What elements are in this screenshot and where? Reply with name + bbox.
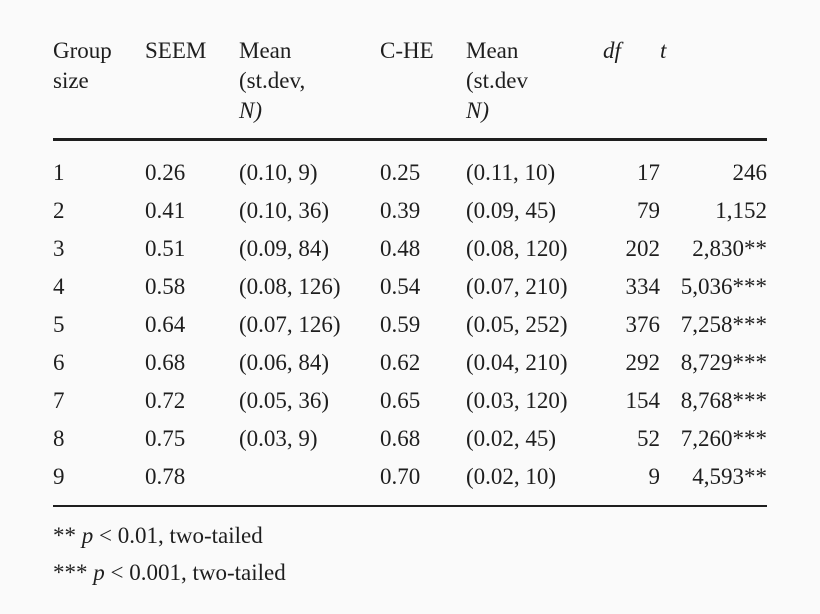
cell-che-mean: (0.08, 120) — [466, 236, 568, 261]
header-df: df — [603, 38, 621, 63]
cell-t: 5,036*** — [680, 274, 767, 299]
table-row: 2 0.41 (0.10, 36) 0.39 (0.09, 45) 79 1,152 — [53, 192, 767, 230]
header-seem: SEEM — [145, 38, 207, 63]
cell-group-size: 3 — [53, 236, 65, 261]
cell-che: 0.48 — [380, 236, 421, 261]
cell-group-size: 6 — [53, 350, 65, 375]
cell-che-mean: (0.07, 210) — [466, 274, 568, 299]
cell-t: 8,768*** — [680, 388, 767, 413]
header-t: t — [660, 38, 667, 63]
header-che-mean: Mean (st.dev N) — [466, 36, 603, 140]
cell-group-size: 9 — [53, 464, 65, 489]
header-row: Group size SEEM Mean (st.dev, N) C-HE Me… — [53, 36, 767, 140]
cell-df: 292 — [625, 350, 661, 375]
table-row: 3 0.51 (0.09, 84) 0.48 (0.08, 120) 202 2,830** — [53, 230, 767, 268]
cell-che-mean: (0.02, 45) — [466, 426, 557, 451]
cell-che: 0.39 — [380, 198, 421, 223]
table-footnotes: ** p < 0.01, two-tailed *** p < 0.001, t… — [53, 517, 767, 591]
cell-df: 17 — [637, 160, 660, 185]
footnote-p001: ** p < 0.01, two-tailed — [53, 523, 263, 548]
cell-t: 7,258*** — [680, 312, 767, 337]
cell-df: 79 — [637, 198, 660, 223]
cell-che: 0.65 — [380, 388, 421, 413]
cell-df: 202 — [625, 236, 661, 261]
cell-seem-mean: (0.10, 36) — [239, 198, 330, 223]
cell-seem: 0.58 — [145, 274, 186, 299]
header-seem-mean-n: N) — [239, 98, 262, 123]
cell-df: 334 — [625, 274, 661, 299]
table-row: 6 0.68 (0.06, 84) 0.62 (0.04, 210) 292 8,729**… — [53, 344, 767, 382]
cell-df: 376 — [625, 312, 661, 337]
cell-seem-mean — [239, 458, 380, 506]
header-group-size: Group size — [53, 38, 112, 93]
footnote-p0001: *** p < 0.001, two-tailed — [53, 560, 286, 585]
cell-seem-mean: (0.03, 9) — [239, 426, 318, 451]
table-row: 8 0.75 (0.03, 9) 0.68 (0.02, 45) 52 7,260*** — [53, 420, 767, 458]
table-row: 9 0.78 0.70 (0.02, 10) 9 4,593** — [53, 458, 767, 506]
cell-t: 246 — [732, 160, 768, 185]
cell-che: 0.25 — [380, 160, 421, 185]
cell-seem: 0.26 — [145, 160, 186, 185]
cell-t: 8,729*** — [680, 350, 767, 375]
cell-group-size: 8 — [53, 426, 65, 451]
cell-che: 0.59 — [380, 312, 421, 337]
cell-seem-mean: (0.07, 126) — [239, 312, 341, 337]
cell-group-size: 7 — [53, 388, 65, 413]
cell-group-size: 2 — [53, 198, 65, 223]
cell-che-mean: (0.05, 252) — [466, 312, 568, 337]
cell-seem-mean: (0.10, 9) — [239, 160, 318, 185]
table-row: 7 0.72 (0.05, 36) 0.65 (0.03, 120) 154 8,768**… — [53, 382, 767, 420]
cell-seem-mean: (0.05, 36) — [239, 388, 330, 413]
header-che: C-HE — [380, 38, 434, 63]
cell-df: 154 — [625, 388, 661, 413]
cell-seem-mean: (0.08, 126) — [239, 274, 341, 299]
cell-che-mean: (0.02, 10) — [466, 464, 557, 489]
table-row: 4 0.58 (0.08, 126) 0.54 (0.07, 210) 334 5,036*… — [53, 268, 767, 306]
cell-t: 2,830** — [692, 236, 767, 261]
cell-t: 4,593** — [692, 464, 767, 489]
cell-seem: 0.72 — [145, 388, 186, 413]
results-table: Group size SEEM Mean (st.dev, N) C-HE Me… — [53, 36, 767, 507]
cell-seem-mean: (0.09, 84) — [239, 236, 330, 261]
cell-seem: 0.41 — [145, 198, 186, 223]
header-che-mean-n: N) — [466, 98, 489, 123]
header-seem-mean: Mean (st.dev, N) — [239, 36, 380, 140]
cell-df: 52 — [637, 426, 660, 451]
cell-group-size: 1 — [53, 160, 65, 185]
table-row: 1 0.26 (0.10, 9) 0.25 (0.11, 10) 17 246 — [53, 140, 767, 193]
cell-group-size: 4 — [53, 274, 65, 299]
cell-seem: 0.51 — [145, 236, 186, 261]
cell-seem: 0.78 — [145, 464, 186, 489]
cell-group-size: 5 — [53, 312, 65, 337]
cell-che: 0.54 — [380, 274, 421, 299]
cell-seem: 0.64 — [145, 312, 186, 337]
cell-che: 0.68 — [380, 426, 421, 451]
cell-che-mean: (0.11, 10) — [466, 160, 556, 185]
cell-t: 1,152 — [715, 198, 767, 223]
cell-t: 7,260*** — [680, 426, 767, 451]
cell-seem: 0.68 — [145, 350, 186, 375]
cell-che-mean: (0.04, 210) — [466, 350, 568, 375]
cell-che-mean: (0.09, 45) — [466, 198, 557, 223]
cell-seem: 0.75 — [145, 426, 186, 451]
cell-df: 9 — [648, 464, 661, 489]
cell-seem-mean: (0.06, 84) — [239, 350, 330, 375]
results-table-container: Group size SEEM Mean (st.dev, N) C-HE Me… — [53, 36, 767, 591]
cell-che: 0.62 — [380, 350, 421, 375]
cell-che: 0.70 — [380, 464, 421, 489]
table-row: 5 0.64 (0.07, 126) 0.59 (0.05, 252) 376 7,258*… — [53, 306, 767, 344]
cell-che-mean: (0.03, 120) — [466, 388, 568, 413]
